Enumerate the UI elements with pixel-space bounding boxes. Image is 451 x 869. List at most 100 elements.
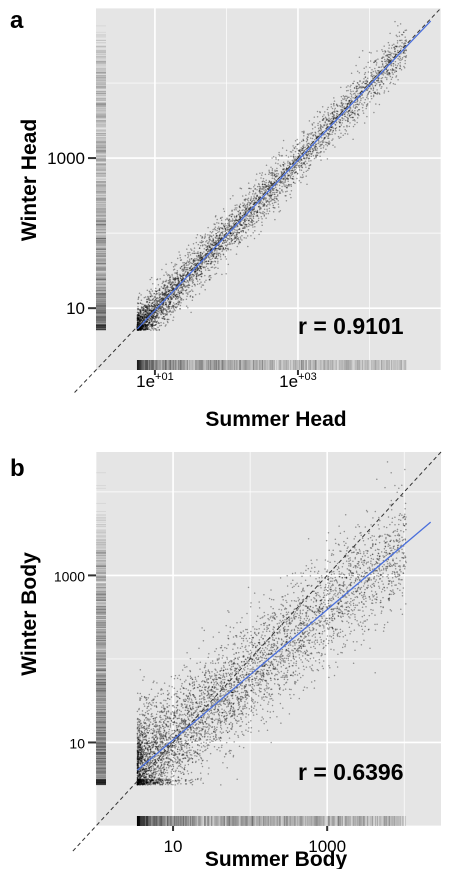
scatter-point <box>289 171 291 173</box>
scatter-point <box>234 231 236 233</box>
scatter-point <box>350 84 352 86</box>
scatter-point <box>225 219 227 221</box>
scatter-point <box>392 73 394 75</box>
scatter-point <box>173 266 175 268</box>
scatter-point <box>351 96 353 98</box>
scatter-point <box>261 188 263 190</box>
scatter-point <box>384 73 386 75</box>
scatter-point <box>171 311 173 313</box>
scatter-point <box>355 104 357 106</box>
scatter-point <box>242 219 244 221</box>
scatter-point <box>338 136 340 138</box>
scatter-point <box>327 145 329 147</box>
scatter-point <box>248 182 250 184</box>
scatter-point <box>301 131 303 133</box>
scatter-point <box>209 270 211 272</box>
scatter-point <box>248 220 250 222</box>
scatter-point <box>296 178 298 180</box>
scatter-point <box>370 52 372 54</box>
scatter-point <box>341 105 343 107</box>
scatter-point <box>196 278 198 280</box>
scatter-point <box>201 284 203 286</box>
scatter-point <box>261 203 263 205</box>
scatter-point <box>334 108 336 110</box>
scatter-point <box>373 112 375 114</box>
scatter-point <box>282 147 284 149</box>
scatter-point <box>206 240 208 242</box>
scatter-point <box>225 256 227 258</box>
scatter-point <box>331 139 333 141</box>
scatter-point <box>213 223 215 225</box>
scatter-point <box>388 47 390 49</box>
scatter-point <box>205 280 207 282</box>
scatter-point <box>371 98 373 100</box>
scatter-point <box>186 265 188 267</box>
scatter-point <box>166 319 168 321</box>
scatter-point <box>262 192 264 194</box>
scatter-point <box>254 197 256 199</box>
scatter-point <box>153 298 155 300</box>
scatter-point <box>137 306 139 308</box>
scatter-point <box>189 270 191 272</box>
scatter-point <box>167 300 169 302</box>
scatter-point <box>186 305 188 307</box>
scatter-point <box>202 245 204 247</box>
scatter-point <box>265 197 267 199</box>
scatter-point <box>160 322 162 324</box>
scatter-point <box>299 162 301 164</box>
scatter-point <box>188 244 190 246</box>
scatter-point <box>290 177 292 179</box>
scatter-point <box>284 163 286 165</box>
scatter-point <box>235 229 237 231</box>
scatter-point <box>173 316 175 318</box>
scatter-point <box>193 250 195 252</box>
scatter-point <box>310 160 312 162</box>
scatter-point <box>187 254 189 256</box>
scatter-point <box>263 178 265 180</box>
scatter-point <box>347 90 349 92</box>
scatter-point <box>261 174 263 176</box>
scatter-point <box>390 69 392 71</box>
scatter-point <box>185 267 187 269</box>
scatter-point <box>370 60 372 62</box>
scatter-point <box>242 195 244 197</box>
scatter-point <box>333 97 335 99</box>
scatter-point <box>279 185 281 187</box>
scatter-point <box>254 226 256 228</box>
scatter-point <box>227 223 229 225</box>
scatter-point <box>275 201 277 203</box>
scatter-point <box>149 279 151 281</box>
scatter-point <box>389 74 391 76</box>
scatter-point <box>328 120 330 122</box>
scatter-point <box>222 246 224 248</box>
scatter-point <box>352 138 354 140</box>
scatter-point <box>241 239 243 241</box>
scatter-point <box>208 260 210 262</box>
scatter-point <box>399 59 401 61</box>
scatter-point <box>158 298 160 300</box>
scatter-point <box>151 277 153 279</box>
scatter-point <box>283 140 285 142</box>
scatter-point <box>340 87 342 89</box>
scatter-point <box>186 296 188 298</box>
scatter-point <box>187 257 189 259</box>
scatter-point <box>359 102 361 104</box>
scatter-point <box>314 139 316 141</box>
scatter-point <box>319 121 321 123</box>
scatter-point <box>225 225 227 227</box>
scatter-point <box>238 243 240 245</box>
scatter-point <box>153 329 155 331</box>
scatter-point <box>220 256 222 258</box>
scatter-point <box>381 49 383 51</box>
scatter-point <box>394 50 396 52</box>
scatter-point <box>229 238 231 240</box>
scatter-point <box>195 273 197 275</box>
scatter-point <box>259 191 261 193</box>
scatter-point <box>299 142 301 144</box>
scatter-point <box>323 145 325 147</box>
scatter-point <box>287 181 289 183</box>
scatter-point <box>299 180 301 182</box>
scatter-point <box>262 172 264 174</box>
scatter-point <box>189 263 191 265</box>
